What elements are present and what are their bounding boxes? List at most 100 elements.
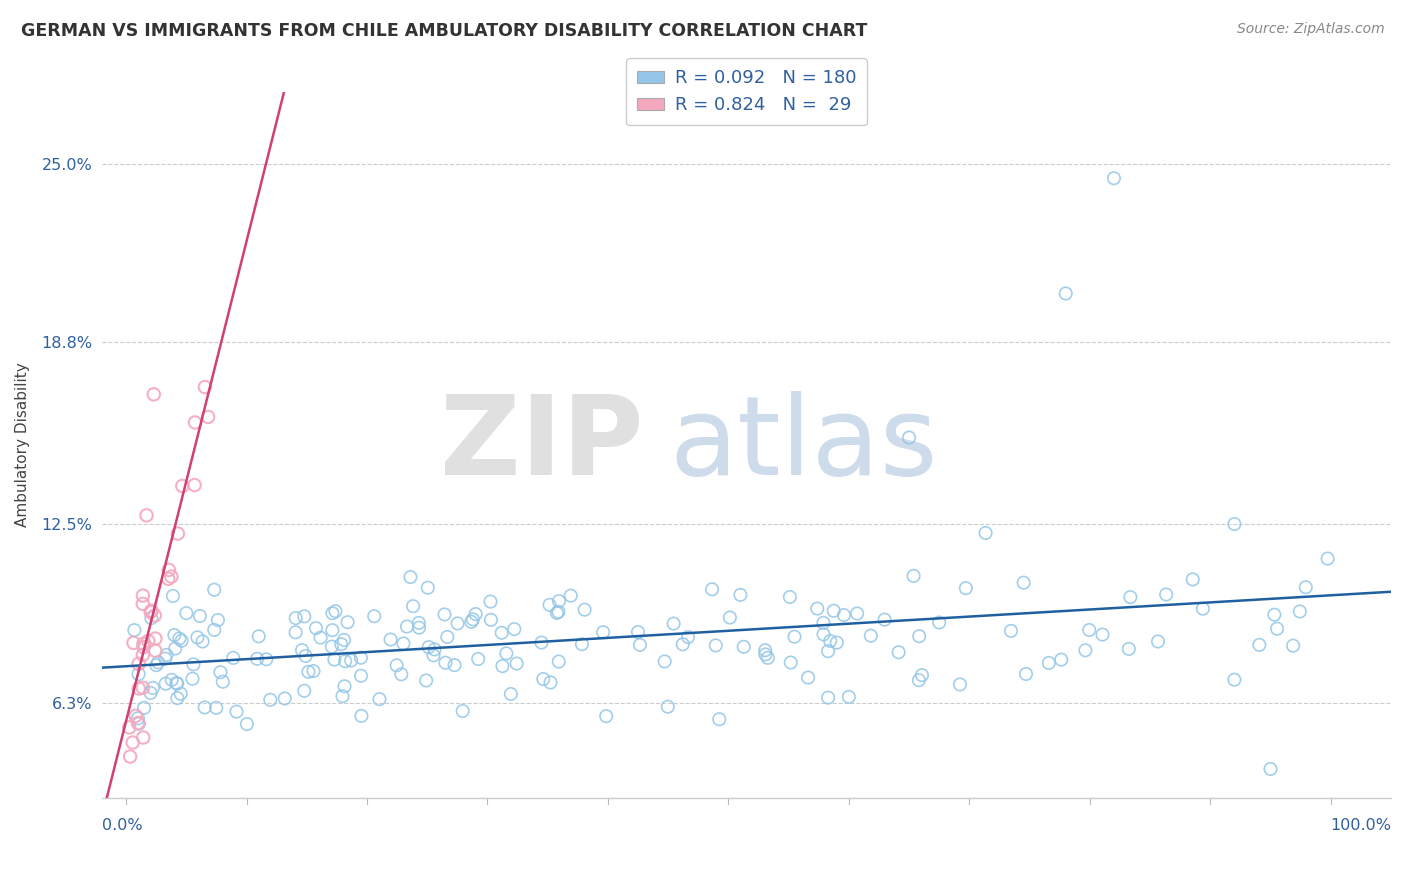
Point: [730, 588, 752, 602]
Point: [825, 635, 848, 649]
Point: [209, 665, 232, 680]
Point: [908, 629, 931, 643]
Point: [676, 630, 699, 644]
Point: [813, 627, 835, 641]
Point: [128, 681, 150, 696]
Point: [163, 628, 186, 642]
Point: [291, 643, 314, 657]
Point: [779, 590, 801, 604]
Point: [122, 636, 145, 650]
Point: [662, 616, 685, 631]
Point: [225, 705, 247, 719]
Point: [654, 655, 676, 669]
Point: [756, 650, 779, 665]
Point: [1192, 601, 1215, 615]
Point: [160, 673, 183, 687]
Point: [408, 615, 430, 630]
Point: [330, 637, 353, 651]
Point: [436, 630, 458, 644]
Point: [385, 658, 408, 673]
Point: [323, 652, 346, 666]
Point: [911, 668, 934, 682]
Point: [202, 582, 225, 597]
Point: [846, 607, 869, 621]
Point: [127, 716, 149, 731]
Point: [434, 656, 457, 670]
Point: [294, 648, 316, 663]
Point: [169, 632, 191, 646]
Point: [418, 640, 440, 654]
Point: [560, 589, 582, 603]
Point: [132, 589, 155, 603]
Point: [191, 634, 214, 648]
Y-axis label: Ambulatory Disability: Ambulatory Disability: [15, 362, 30, 527]
Point: [325, 604, 347, 618]
Point: [172, 479, 194, 493]
Point: [128, 667, 150, 681]
Point: [491, 625, 513, 640]
Point: [176, 606, 198, 620]
Point: [170, 633, 193, 648]
Point: [170, 687, 193, 701]
Point: [1012, 575, 1035, 590]
Point: [1260, 762, 1282, 776]
Point: [700, 582, 723, 597]
Point: [446, 616, 468, 631]
Point: [142, 387, 165, 401]
Point: [124, 709, 146, 723]
Point: [340, 653, 363, 667]
Point: [284, 611, 307, 625]
Point: [530, 635, 553, 649]
Point: [571, 637, 593, 651]
Point: [124, 623, 146, 637]
Text: GERMAN VS IMMIGRANTS FROM CHILE AMBULATORY DISABILITY CORRELATION CHART: GERMAN VS IMMIGRANTS FROM CHILE AMBULATO…: [21, 22, 868, 40]
Point: [166, 676, 188, 690]
Point: [461, 612, 484, 626]
Text: atlas: atlas: [669, 392, 938, 499]
Point: [141, 611, 163, 625]
Point: [718, 610, 741, 624]
Point: [211, 674, 233, 689]
Point: [779, 656, 801, 670]
Point: [143, 608, 166, 623]
Point: [350, 669, 373, 683]
Point: [363, 609, 385, 624]
Point: [1102, 171, 1125, 186]
Point: [832, 608, 855, 623]
Point: [162, 589, 184, 603]
Point: [333, 679, 356, 693]
Point: [186, 631, 208, 645]
Point: [974, 526, 997, 541]
Point: [823, 604, 845, 618]
Point: [1263, 607, 1285, 622]
Point: [292, 683, 315, 698]
Point: [491, 659, 513, 673]
Point: [153, 651, 176, 665]
Point: [222, 651, 245, 665]
Point: [547, 655, 569, 669]
Point: [120, 749, 142, 764]
Point: [135, 508, 157, 523]
Point: [1054, 286, 1077, 301]
Point: [531, 672, 554, 686]
Point: [336, 615, 359, 630]
Point: [128, 716, 150, 731]
Point: [547, 605, 569, 619]
Point: [247, 629, 270, 643]
Point: [546, 606, 568, 620]
Point: [380, 632, 402, 647]
Point: [321, 623, 343, 637]
Point: [166, 526, 188, 541]
Point: [422, 648, 444, 663]
Point: [395, 619, 418, 633]
Point: [321, 640, 343, 654]
Point: [1181, 573, 1204, 587]
Point: [451, 704, 474, 718]
Text: 100.0%: 100.0%: [1330, 818, 1391, 833]
Point: [540, 675, 562, 690]
Point: [246, 652, 269, 666]
Point: [467, 652, 489, 666]
Point: [903, 569, 925, 583]
Point: [165, 676, 187, 690]
Text: ZIP: ZIP: [440, 392, 644, 499]
